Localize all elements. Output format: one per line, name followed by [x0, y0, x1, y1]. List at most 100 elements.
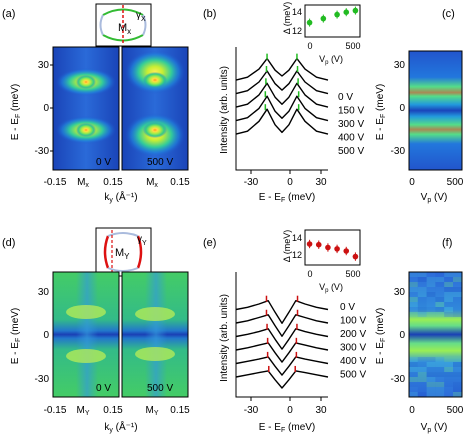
map-a-0v: [53, 47, 119, 170]
map-f-texture: [409, 272, 462, 397]
gap-point: [334, 246, 340, 252]
map-f-cell: [426, 387, 436, 392]
map-f-cell: [435, 287, 445, 292]
map-f-cell: [426, 377, 436, 382]
spectrum-curve: [235, 342, 329, 363]
map-f-cell: [409, 277, 418, 282]
panel-a-ytick: -30: [35, 146, 50, 157]
map-d-0v-voltage: 0 V: [96, 383, 111, 394]
map-f-cell: [417, 312, 427, 317]
inset-gamma-label: γY: [137, 234, 147, 247]
inset-b-ylabel: Δ (meV): [282, 2, 292, 35]
panel-f-xtick: 500: [447, 405, 464, 416]
panel-a-yaxis: E - EF (meV) 30 0 -30: [10, 60, 53, 157]
map-a-500v: [122, 47, 188, 170]
spectrum-curve: [235, 82, 329, 108]
map-f-cell: [435, 277, 445, 282]
spectrum-curve: [235, 57, 329, 81]
map-f-cell: [444, 287, 453, 292]
panel-d-xtick: MY: [145, 405, 158, 417]
inset-e-ytick: 14: [292, 233, 302, 243]
gap-point: [306, 241, 313, 247]
map-f-cell: [444, 387, 453, 392]
map-f-cell: [409, 392, 418, 397]
gap-point: [325, 244, 331, 251]
map-f-cell: [426, 367, 436, 372]
panel-b-xaxis: -30 0 30 E - EF (meV): [244, 170, 327, 204]
panel-a: (a) Mx γX 0 V: [2, 3, 191, 204]
inset-b-xtick: 0: [307, 41, 312, 51]
panel-b-ylabel: Intensity (arb. units): [219, 66, 230, 154]
inset-fs-top: [107, 232, 139, 237]
spectrum-curve: [235, 356, 329, 376]
map-f-cell: [435, 387, 445, 392]
map-f-cell: [409, 302, 418, 307]
inset-b-frame: [304, 4, 361, 38]
panel-b-curve-labels: 0 V 150 V 300 V 400 V 500 V: [338, 92, 364, 157]
map-f-cell: [435, 307, 445, 312]
panel-d-xtick: 0.15: [170, 405, 190, 416]
map-f-cell: [409, 282, 418, 287]
spectrum-curve: [235, 70, 329, 95]
spectrum-curve: [235, 95, 329, 122]
spectrum-curve: [235, 328, 329, 350]
spectrum-curve: [235, 370, 329, 389]
panel-e-curve-labels: 0 V 100 V 200 V 300 V 400 V 500 V: [340, 302, 366, 381]
map-f-cell: [444, 392, 453, 397]
map-f-cell: [453, 392, 462, 397]
panel-a-xtick: -0.15: [44, 177, 67, 188]
inset-point-label: MY: [115, 247, 130, 261]
gap-point: [320, 15, 327, 22]
panel-e-xaxis: -30 0 30 E - EF (meV): [244, 397, 327, 434]
map-f-cell: [453, 282, 462, 287]
map-f-cell: [444, 382, 453, 387]
map-f-cell: [453, 307, 462, 312]
map-f-cell: [426, 392, 436, 397]
map-f-cell: [435, 367, 445, 372]
panel-d-ytick: 30: [38, 287, 50, 298]
map-a-500v-voltage: 500 V: [147, 157, 173, 168]
inset-fs-bottom: [107, 267, 139, 272]
panel-b-xlabel: E - EF (meV): [259, 192, 316, 204]
panel-b-frame: [235, 47, 328, 171]
curve-label: 400 V: [340, 356, 366, 367]
map-f-cell: [453, 387, 462, 392]
map-d-500v-frame: [121, 271, 189, 398]
map-f-cell: [444, 272, 453, 277]
map-f-cell: [417, 277, 427, 282]
panel-e-label: (e): [203, 237, 216, 249]
map-f-cell: [426, 302, 436, 307]
panel-d-ylabel: E - EF (meV): [10, 308, 22, 365]
panel-d-xlabel: ky (Å⁻¹): [104, 420, 137, 434]
map-a-500v-frame: [121, 46, 189, 171]
map-f-cell: [435, 302, 445, 307]
panel-a-ytick: 30: [38, 60, 50, 71]
map-f-cell: [409, 297, 418, 302]
panel-a-xtick: 0.15: [170, 177, 190, 188]
map-f-cell: [435, 357, 445, 362]
panel-e-xtick: -30: [244, 405, 259, 416]
spectrum-curve: [235, 314, 329, 337]
curve-label: 500 V: [338, 146, 364, 157]
map-f-cell: [417, 302, 427, 307]
map-d-500v-voltage: 500 V: [147, 383, 173, 394]
curve-label: 500 V: [340, 370, 366, 381]
inset-fs-top: [102, 8, 144, 16]
panel-f-ytick: -30: [391, 374, 406, 385]
map-f-cell: [409, 357, 418, 362]
map-f-cell: [426, 292, 436, 297]
map-f-cell: [417, 282, 427, 287]
map-f-cell: [435, 362, 445, 367]
gap-point: [343, 248, 350, 254]
gap-point: [352, 253, 359, 260]
map-f-cell: [417, 372, 427, 377]
gap-point: [315, 241, 322, 248]
map-f-cell: [444, 292, 453, 297]
panel-d-xtick: -0.15: [44, 405, 67, 416]
panel-e-xtick: 0: [287, 405, 293, 416]
gap-point: [343, 9, 350, 15]
panel-a-xaxis: -0.15 Mx 0.15 Mx 0.15 ky (Å⁻¹): [44, 177, 191, 204]
panel-f-label: (f): [442, 237, 452, 249]
